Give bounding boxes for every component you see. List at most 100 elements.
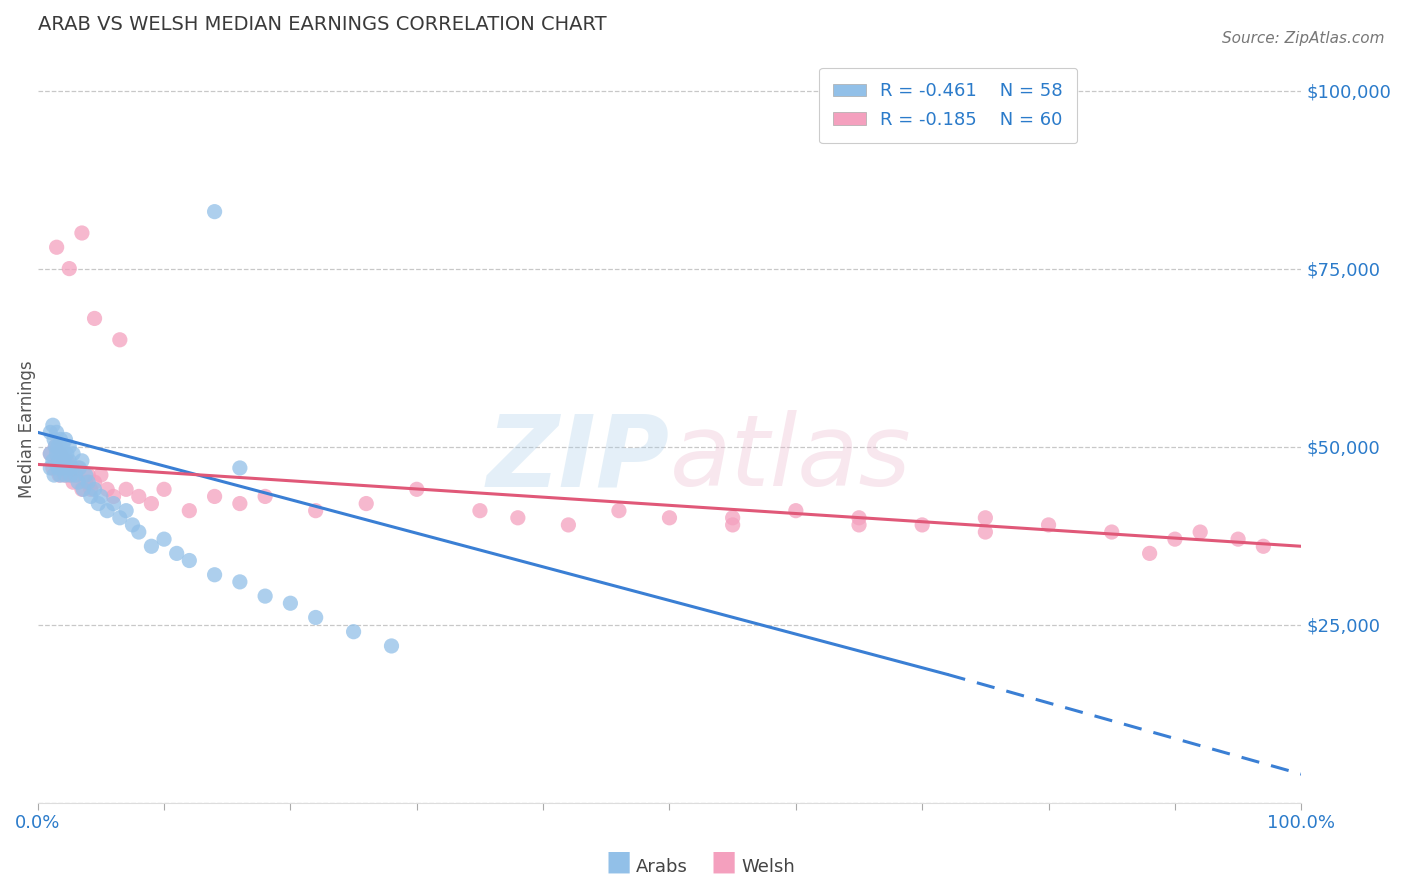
Point — [785, 504, 807, 518]
Point — [70, 483, 93, 497]
Point — [468, 504, 491, 518]
Point — [1227, 532, 1250, 546]
Point — [141, 539, 163, 553]
Point — [108, 510, 131, 524]
Text: ■: ■ — [711, 848, 737, 876]
Point — [96, 483, 118, 497]
Point — [380, 639, 402, 653]
Point — [128, 524, 150, 539]
Point — [42, 468, 65, 483]
Point — [44, 440, 66, 454]
Point — [46, 454, 69, 468]
Point — [229, 497, 252, 511]
Point — [721, 510, 744, 524]
Point — [52, 440, 75, 454]
Point — [49, 468, 72, 483]
Point — [87, 497, 110, 511]
Point — [67, 475, 90, 490]
Point — [179, 504, 201, 518]
Point — [55, 447, 77, 461]
Point — [405, 483, 427, 497]
Y-axis label: Median Earnings: Median Earnings — [18, 360, 35, 498]
Point — [60, 461, 83, 475]
Point — [280, 596, 302, 610]
Point — [42, 454, 65, 468]
Point — [55, 433, 77, 447]
Point — [128, 490, 150, 504]
Point — [53, 468, 76, 483]
Point — [58, 468, 80, 483]
Point — [305, 504, 328, 518]
Point — [103, 497, 125, 511]
Point — [46, 461, 69, 475]
Point — [204, 490, 226, 504]
Point — [115, 504, 138, 518]
Point — [56, 461, 79, 475]
Point — [1101, 524, 1123, 539]
Point — [557, 517, 579, 532]
Point — [60, 461, 83, 475]
Point — [77, 468, 100, 483]
Point — [77, 475, 100, 490]
Point — [70, 454, 93, 468]
Point — [153, 483, 176, 497]
Point — [55, 468, 77, 483]
Point — [229, 574, 252, 589]
Point — [58, 261, 80, 276]
Point — [48, 454, 70, 468]
Point — [53, 454, 76, 468]
Point — [305, 610, 328, 624]
Point — [506, 510, 529, 524]
Point — [1164, 532, 1187, 546]
Legend: R = -0.461    N = 58, R = -0.185    N = 60: R = -0.461 N = 58, R = -0.185 N = 60 — [818, 68, 1077, 144]
Point — [39, 461, 62, 475]
Point — [179, 553, 201, 567]
Point — [62, 447, 84, 461]
Point — [42, 418, 65, 433]
Point — [721, 517, 744, 532]
Text: ZIP: ZIP — [486, 410, 669, 508]
Point — [39, 425, 62, 440]
Point — [121, 517, 143, 532]
Point — [83, 483, 105, 497]
Point — [42, 461, 65, 475]
Point — [52, 454, 75, 468]
Point — [848, 517, 870, 532]
Point — [49, 433, 72, 447]
Point — [75, 468, 97, 483]
Point — [974, 510, 997, 524]
Point — [39, 447, 62, 461]
Point — [1139, 546, 1161, 560]
Point — [108, 333, 131, 347]
Point — [115, 483, 138, 497]
Point — [204, 204, 226, 219]
Point — [45, 240, 67, 254]
Point — [90, 490, 112, 504]
Point — [42, 433, 65, 447]
Point — [51, 461, 73, 475]
Point — [46, 440, 69, 454]
Point — [55, 461, 77, 475]
Point — [65, 468, 87, 483]
Point — [70, 226, 93, 240]
Point — [62, 475, 84, 490]
Point — [83, 311, 105, 326]
Point — [153, 532, 176, 546]
Point — [204, 567, 226, 582]
Point — [67, 461, 90, 475]
Point — [1253, 539, 1275, 553]
Point — [911, 517, 934, 532]
Point — [658, 510, 681, 524]
Point — [80, 490, 103, 504]
Point — [342, 624, 364, 639]
Point — [229, 461, 252, 475]
Text: atlas: atlas — [669, 410, 911, 508]
Point — [55, 454, 77, 468]
Point — [354, 497, 377, 511]
Text: ARAB VS WELSH MEDIAN EARNINGS CORRELATION CHART: ARAB VS WELSH MEDIAN EARNINGS CORRELATIO… — [38, 15, 606, 34]
Point — [141, 497, 163, 511]
Point — [45, 447, 67, 461]
Point — [848, 510, 870, 524]
Point — [80, 483, 103, 497]
Point — [96, 504, 118, 518]
